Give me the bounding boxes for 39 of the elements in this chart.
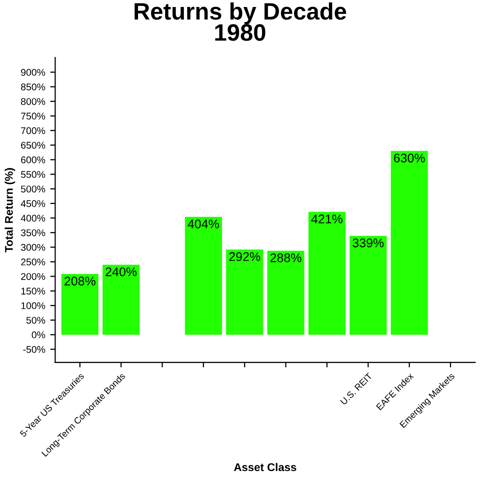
y-tick-label: 300% — [20, 244, 46, 251]
x-axis-title: Asset Class — [234, 462, 296, 472]
data-label: 630% — [394, 154, 425, 162]
y-tick-label: 150% — [21, 288, 46, 295]
y-tick-label: 850% — [21, 84, 46, 90]
y-tick-label: -50% — [23, 346, 46, 353]
bar — [350, 236, 387, 335]
bar — [308, 212, 346, 335]
bar — [390, 150, 428, 335]
y-tick-label: 100% — [21, 302, 46, 310]
y-tick-label: 250% — [21, 258, 46, 266]
data-label: 240% — [106, 267, 137, 276]
y-tick-label: 600% — [21, 156, 46, 164]
data-label: 404% — [188, 220, 219, 228]
chart-title: Returns by Decade 1980 — [134, 2, 346, 41]
data-label: 208% — [64, 276, 96, 286]
y-tick-label: 500% — [21, 186, 46, 192]
data-label: 288% — [270, 253, 302, 262]
bar — [184, 216, 222, 335]
bar — [226, 250, 264, 335]
bar — [61, 274, 98, 335]
bar — [267, 250, 304, 335]
y-tick-label: 650% — [21, 142, 46, 149]
bar — [102, 264, 140, 335]
y-tick-label: 0% — [32, 331, 46, 338]
y-tick-label: 550% — [21, 171, 46, 178]
y-tick-label: 900% — [21, 68, 46, 76]
y-axis-title: Total Return (%) — [4, 168, 16, 252]
y-tick-label: 750% — [21, 112, 46, 120]
data-label: 292% — [229, 252, 260, 262]
y-tick-label: 700% — [21, 127, 46, 134]
y-tick-label: 450% — [20, 200, 46, 208]
y-tick-label: 400% — [20, 214, 46, 222]
y-tick-label: 50% — [26, 316, 46, 324]
y-tick-label: 800% — [21, 98, 46, 105]
y-tick-label: 350% — [20, 229, 46, 236]
data-label: 421% — [311, 214, 343, 224]
y-tick-label: 200% — [21, 273, 46, 280]
data-label: 339% — [352, 238, 384, 248]
